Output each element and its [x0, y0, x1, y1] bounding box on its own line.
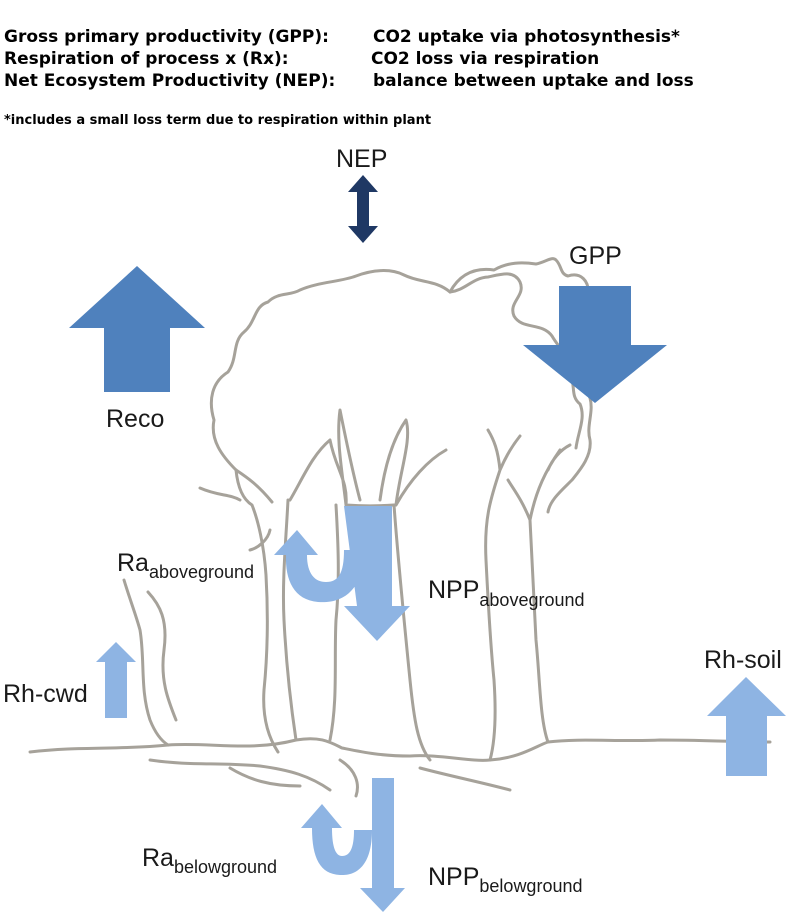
left-tree-outline	[198, 468, 298, 754]
nep-label: NEP	[336, 145, 387, 173]
central-canopy-outline	[209, 269, 584, 504]
definition-description: CO2 loss via respiration	[371, 49, 600, 69]
definition-description: CO2 uptake via photosynthesis*	[373, 27, 680, 47]
npp-aboveground-arrow	[344, 506, 410, 641]
reco-arrow	[69, 266, 205, 392]
rh-soil-arrow	[707, 677, 786, 776]
ra-belowground-sub: belowground	[174, 857, 277, 877]
npp-aboveground-main: NPP	[428, 576, 479, 604]
ra-aboveground-main: Ra	[117, 549, 149, 577]
gpp-label: GPP	[569, 242, 622, 270]
ra-aboveground-sub: aboveground	[149, 562, 254, 582]
definition-description: balance between uptake and loss	[373, 71, 694, 91]
right-tree-outline	[484, 428, 572, 762]
ra-aboveground-arrow	[274, 530, 364, 603]
ra-belowground-arrow	[301, 804, 372, 876]
rh-soil-label: Rh-soil	[704, 646, 782, 674]
npp-belowground-main: NPP	[428, 863, 479, 891]
ra-aboveground-label: Raaboveground	[117, 549, 254, 582]
definition-term: Gross primary productivity (GPP):	[4, 27, 329, 47]
rh-cwd-arrow	[96, 642, 136, 718]
npp-aboveground-label: NPPaboveground	[428, 576, 585, 610]
ground-roots-outline	[28, 737, 772, 798]
npp-aboveground-sub: aboveground	[479, 590, 584, 610]
reco-label: Reco	[106, 405, 164, 433]
rh-cwd-label: Rh-cwd	[3, 680, 88, 708]
central-branches	[288, 408, 448, 508]
npp-belowground-sub: belowground	[479, 876, 582, 896]
footnote: *includes a small loss term due to respi…	[4, 113, 432, 128]
snag-outline	[122, 578, 178, 747]
npp-belowground-label: NPPbelowground	[428, 863, 582, 896]
central-trunk-outline	[328, 503, 432, 762]
definition-term: Respiration of process x (Rx):	[4, 49, 289, 69]
ra-belowground-main: Ra	[142, 844, 174, 872]
ra-belowground-label: Rabelowground	[142, 844, 277, 877]
gpp-arrow	[523, 286, 667, 403]
npp-belowground-arrow	[360, 778, 405, 912]
definition-term: Net Ecosystem Productivity (NEP):	[4, 71, 336, 91]
nep-arrow	[348, 175, 378, 243]
